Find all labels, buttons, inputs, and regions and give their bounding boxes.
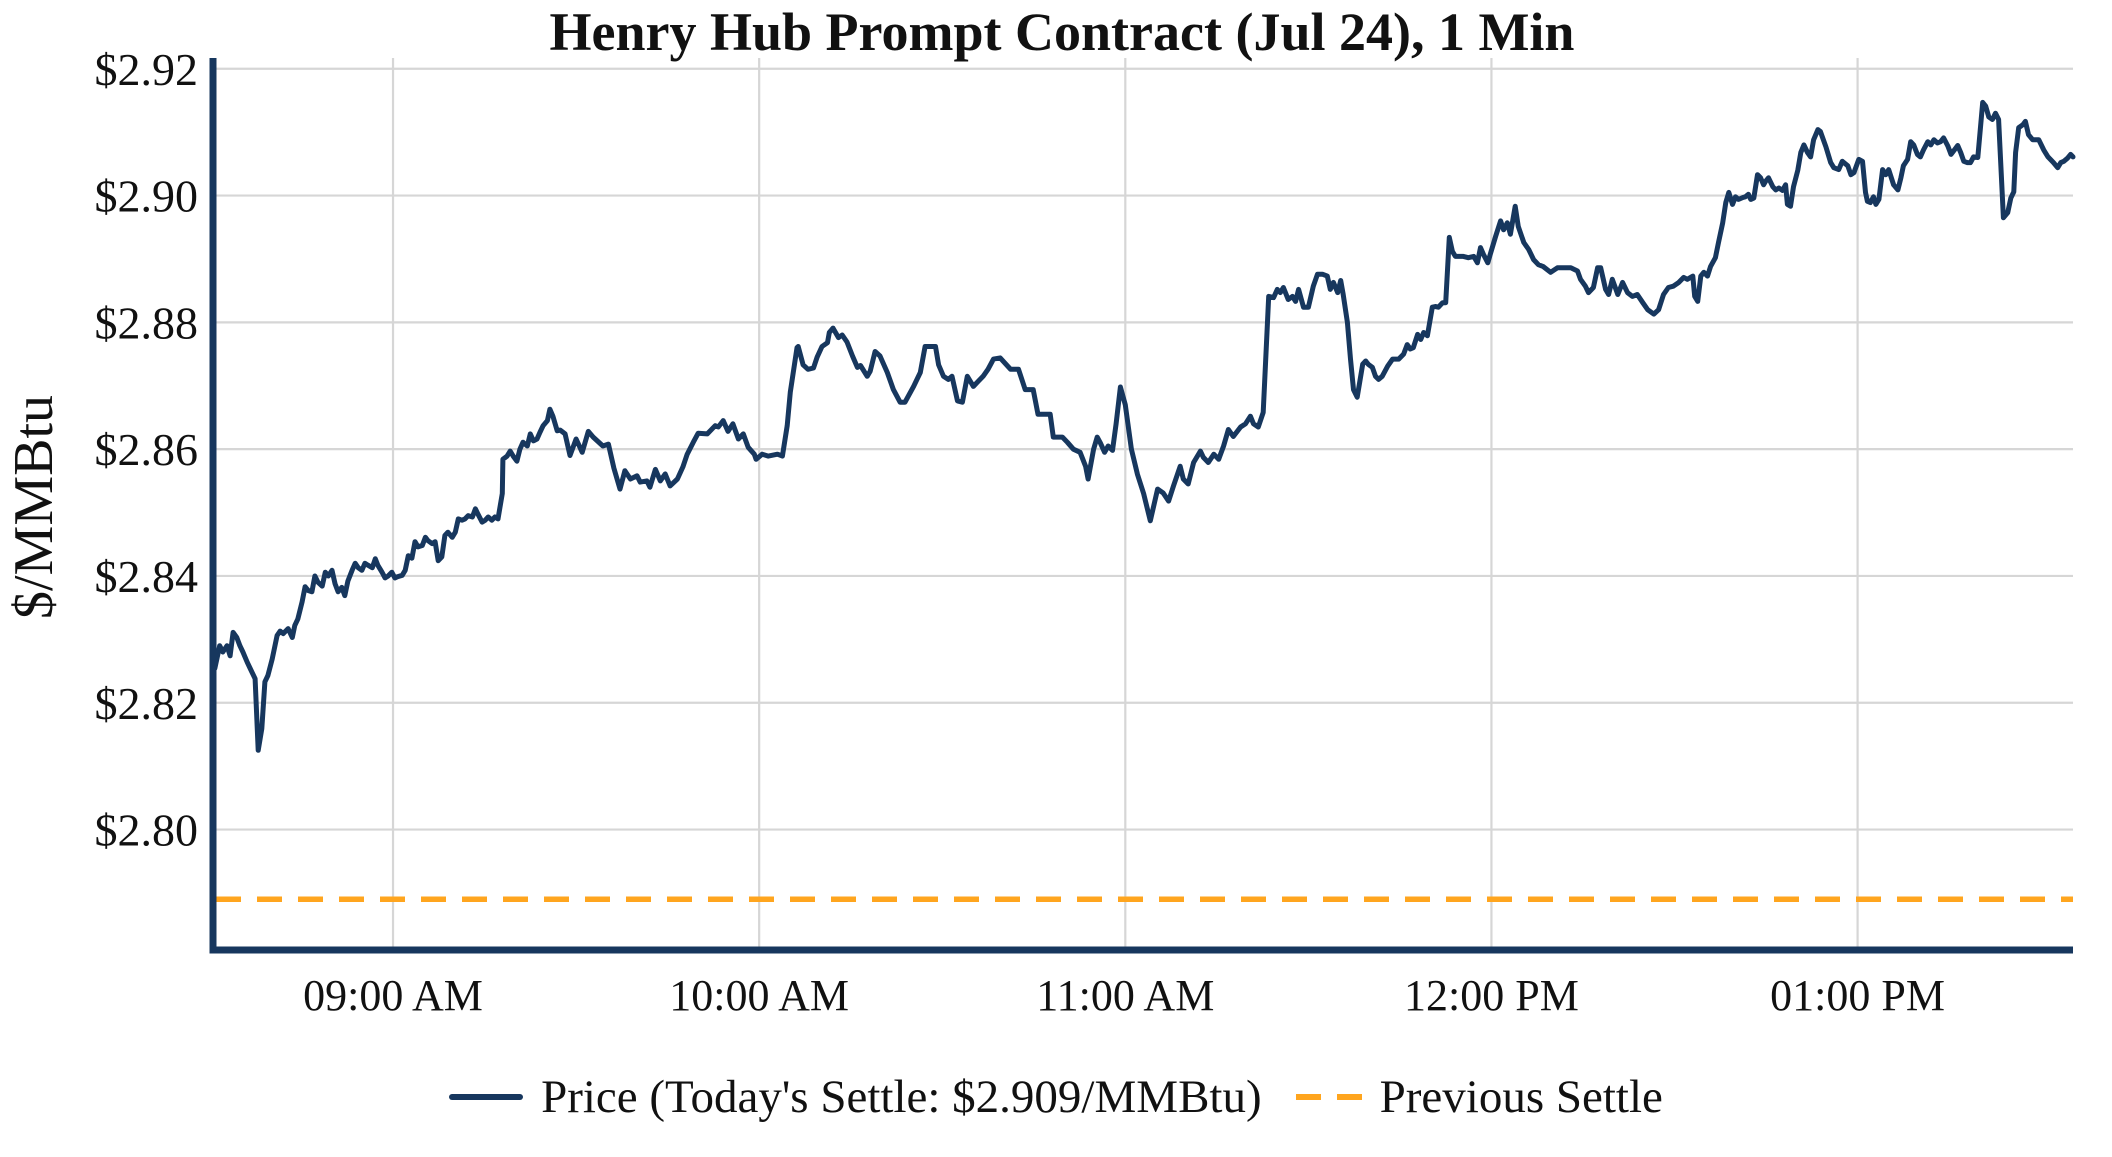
x-tick-label: 09:00 AM — [303, 971, 483, 1020]
previous-settle-dash-swatch-icon — [1295, 1094, 1362, 1100]
y-tick-label: $2.84 — [95, 551, 199, 602]
chart-title: Henry Hub Prompt Contract (Jul 24), 1 Mi… — [550, 2, 1575, 62]
price-line — [210, 99, 2076, 753]
x-tick-label: 10:00 AM — [669, 971, 849, 1020]
series-layer — [210, 99, 2076, 903]
y-axis-label: $/MMBtu — [3, 395, 65, 619]
x-tick-label: 01:00 PM — [1770, 971, 1945, 1020]
legend-label-previous-settle: Previous Settle — [1379, 1070, 1663, 1123]
y-tick-label: $2.86 — [95, 424, 199, 475]
legend-item-price: Price (Today's Settle: $2.909/MMBtu) — [449, 1070, 1262, 1123]
x-tick-label: 12:00 PM — [1404, 971, 1579, 1020]
y-tick-label: $2.88 — [95, 297, 199, 348]
legend-item-previous-settle: Previous Settle — [1295, 1070, 1663, 1123]
y-tick-label: $2.90 — [95, 171, 199, 222]
y-tick-label: $2.80 — [95, 805, 199, 856]
y-tick-label: $2.82 — [95, 678, 199, 729]
y-tick-label: $2.92 — [95, 44, 199, 95]
axis-spines — [209, 58, 2073, 954]
tick-labels: $2.92 $2.90 $2.88 $2.86 $2.84 $2.82 $2.80 09:00… — [95, 44, 1946, 1020]
gridlines — [213, 58, 2073, 950]
x-tick-label: 11:00 AM — [1036, 971, 1214, 1020]
legend-label-price: Price (Today's Settle: $2.909/MMBtu) — [541, 1070, 1262, 1123]
legend: Price (Today's Settle: $2.909/MMBtu) Pre… — [0, 1062, 2112, 1132]
price-line-swatch-icon — [449, 1094, 524, 1100]
